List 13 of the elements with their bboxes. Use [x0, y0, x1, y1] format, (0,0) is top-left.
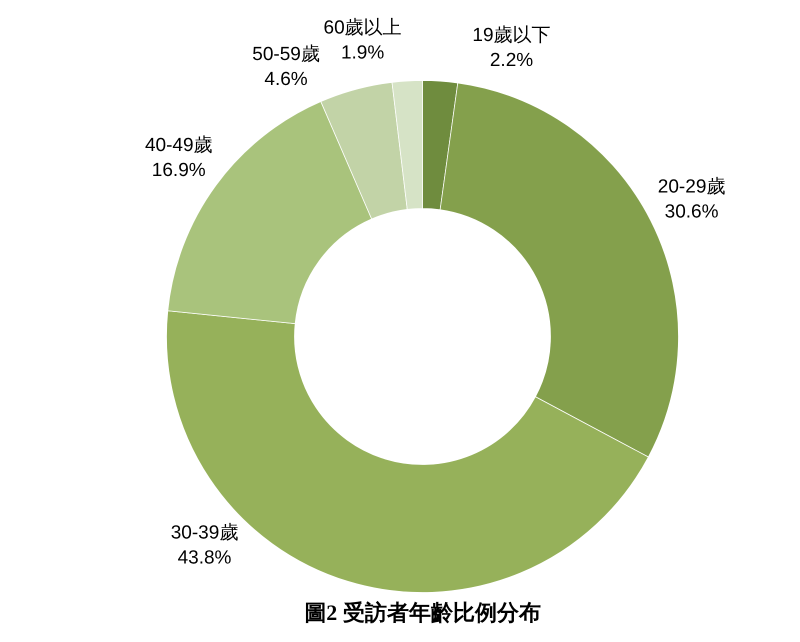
data-label: 4.6%	[264, 69, 308, 90]
data-label: 43.8%	[178, 548, 232, 568]
text: 圖2 受訪者年齡比例分布	[304, 600, 541, 625]
slice-label: 30-39歲	[170, 522, 238, 544]
slice-label: 19歲以下	[472, 24, 551, 46]
slice-label: 50-59歲	[252, 44, 320, 66]
data-label: 30.6%	[664, 201, 719, 222]
data-label: 1.9%	[340, 42, 384, 64]
slice-label: 40-49歲	[144, 135, 213, 156]
data-label: 16.9%	[152, 160, 206, 182]
slice-label: 20-29歲	[658, 176, 726, 198]
data-label: 2.2%	[490, 50, 534, 71]
slice-label: 60歲以上	[324, 18, 402, 38]
